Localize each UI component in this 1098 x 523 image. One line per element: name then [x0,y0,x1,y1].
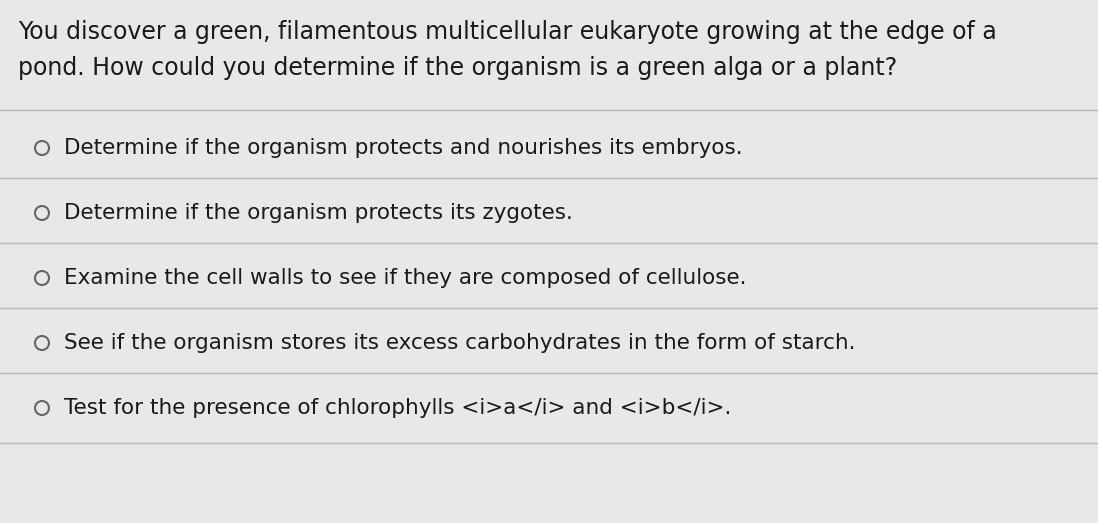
Text: pond. How could you determine if the organism is a green alga or a plant?: pond. How could you determine if the org… [18,56,897,80]
Text: Determine if the organism protects its zygotes.: Determine if the organism protects its z… [64,203,573,223]
Text: Examine the cell walls to see if they are composed of cellulose.: Examine the cell walls to see if they ar… [64,268,747,288]
Text: Test for the presence of chlorophylls <i>a</i> and <i>b</i>.: Test for the presence of chlorophylls <i… [64,398,731,418]
Text: Determine if the organism protects and nourishes its embryos.: Determine if the organism protects and n… [64,138,742,158]
Text: See if the organism stores its excess carbohydrates in the form of starch.: See if the organism stores its excess ca… [64,333,855,353]
Text: You discover a green, filamentous multicellular eukaryote growing at the edge of: You discover a green, filamentous multic… [18,20,997,44]
